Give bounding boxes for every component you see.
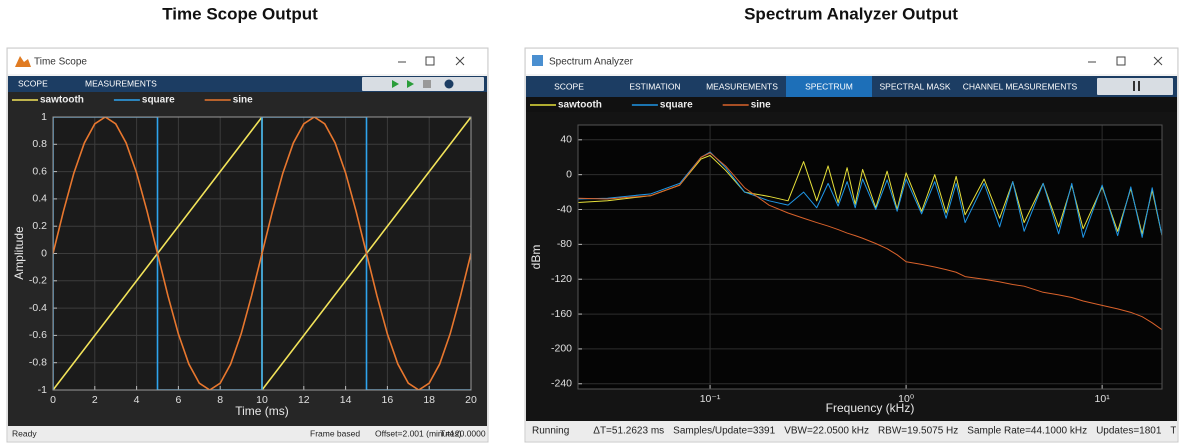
- status-text: Frame based: [310, 428, 360, 438]
- y-tick-label: 0.8: [32, 138, 47, 150]
- close-button[interactable]: [455, 56, 465, 66]
- tab[interactable]: SPECTRUM: [805, 81, 853, 91]
- window-title: Time Scope: [34, 57, 87, 68]
- run-button[interactable]: [392, 80, 399, 88]
- pause-button[interactable]: [1133, 81, 1135, 91]
- legend-label[interactable]: sine: [751, 100, 771, 111]
- tab[interactable]: MEASUREMENTS: [85, 78, 157, 88]
- y-tick-label: 40: [560, 134, 572, 146]
- series-line: [53, 117, 471, 390]
- status-text: T=120.0000: [440, 428, 486, 438]
- series-group: [53, 117, 471, 390]
- status-text: T=138.400: [1170, 426, 1184, 437]
- selected-tab: [786, 76, 872, 97]
- title-bar: [8, 49, 487, 74]
- y-tick-label: -1: [38, 384, 47, 396]
- x-tick-label: 6: [175, 394, 181, 406]
- stop-button[interactable]: [423, 80, 431, 88]
- y-tick-label: 0.2: [32, 220, 47, 232]
- tab[interactable]: ESTIMATION: [629, 81, 680, 91]
- legend-label[interactable]: square: [142, 95, 175, 106]
- y-tick-label: 0.4: [32, 193, 47, 205]
- status-text: ΔT=51.2623 ms: [593, 426, 664, 437]
- y-tick-label: -0.4: [29, 302, 47, 314]
- window-title: Spectrum Analyzer: [549, 57, 634, 68]
- x-tick-label: 0: [50, 394, 56, 406]
- series-line: [53, 117, 471, 390]
- status-text: Sample Rate=44.1000 kHz: [967, 426, 1087, 437]
- y-axis-label: Amplitude: [12, 226, 26, 280]
- y-tick-label: 0: [41, 247, 47, 259]
- legend-label[interactable]: sawtooth: [40, 95, 84, 106]
- plot-frame: [577, 124, 1163, 390]
- y-tick-label: -40: [557, 203, 572, 215]
- x-tick-label: 8: [217, 394, 223, 406]
- app-icon: [15, 56, 31, 67]
- status-text: RBW=19.5075 Hz: [878, 426, 958, 437]
- x-tick-label: 4: [134, 394, 140, 406]
- plot-area: [578, 125, 1162, 389]
- y-tick-label: 0.6: [32, 165, 47, 177]
- x-tick-label: 14: [340, 394, 352, 406]
- status-text: Running: [532, 426, 569, 437]
- y-tick-label: -200: [551, 343, 572, 355]
- status-text: Offset=2.001 (minutes): [375, 428, 462, 438]
- pause-button[interactable]: [1138, 81, 1140, 91]
- y-tick-label: -120: [551, 273, 572, 285]
- x-tick-label: 12: [298, 394, 310, 406]
- y-tick-label: 1: [41, 111, 47, 123]
- series-line: [578, 152, 1162, 331]
- x-tick-label: 10: [256, 394, 268, 406]
- x-tick-label: 10¹: [1095, 393, 1111, 405]
- y-tick-label: -0.2: [29, 275, 47, 287]
- legend-label[interactable]: square: [660, 100, 693, 111]
- x-tick-label: 20: [465, 394, 477, 406]
- status-bar: [526, 421, 1177, 441]
- legend-label[interactable]: sawtooth: [558, 100, 602, 111]
- status-group: Running ΔT=51.2623 ms Samples/Update=3391 V…: [532, 426, 1184, 437]
- y-tick-label: -80: [557, 238, 572, 250]
- y-tick-label: -160: [551, 308, 572, 320]
- status-text: Updates=1801: [1096, 426, 1162, 437]
- help-button[interactable]: [444, 79, 454, 89]
- y-tick-label: 0: [566, 168, 572, 180]
- x-tick-label: 10⁻¹: [700, 393, 721, 405]
- close-button[interactable]: [1153, 56, 1163, 66]
- caption: Spectrum Analyzer Output: [744, 4, 958, 23]
- tab[interactable]: SCOPE: [554, 81, 584, 91]
- x-axis-label: Frequency (kHz): [826, 401, 915, 415]
- y-tick-label: -240: [551, 378, 572, 390]
- app-icon: [532, 55, 543, 66]
- maximize-button[interactable]: [1116, 56, 1126, 66]
- x-tick-label: 10⁰: [898, 393, 915, 405]
- legend-bar: [526, 97, 1177, 112]
- y-tick-label: -0.8: [29, 356, 47, 368]
- status-text: Ready: [12, 428, 37, 438]
- maximize-button[interactable]: [425, 56, 435, 66]
- caption: Time Scope Output: [162, 4, 318, 23]
- status-text: Samples/Update=3391: [673, 426, 775, 437]
- plot-frame: [52, 116, 472, 391]
- status-text: VBW=22.0500 kHz: [784, 426, 869, 437]
- x-tick-label: 16: [382, 394, 394, 406]
- status-bar: [8, 426, 487, 441]
- series-line: [578, 151, 1162, 238]
- legend-bar: [8, 92, 487, 108]
- x-tick-label: 2: [92, 394, 98, 406]
- tab[interactable]: SPECTRAL MASK: [879, 81, 950, 91]
- x-tick-label: 18: [423, 394, 435, 406]
- series-line: [578, 155, 1162, 236]
- legend-label[interactable]: sine: [233, 95, 253, 106]
- step-button[interactable]: [407, 80, 414, 88]
- x-axis-label: Time (ms): [235, 404, 289, 418]
- series-group: [578, 151, 1162, 331]
- tab[interactable]: MEASUREMENTS: [706, 81, 778, 91]
- y-axis-label: dBm: [529, 245, 543, 270]
- tab[interactable]: SCOPE: [18, 78, 48, 88]
- tab[interactable]: CHANNEL MEASUREMENTS: [963, 81, 1078, 91]
- title-bar: [526, 49, 1177, 74]
- y-tick-label: -0.6: [29, 329, 47, 341]
